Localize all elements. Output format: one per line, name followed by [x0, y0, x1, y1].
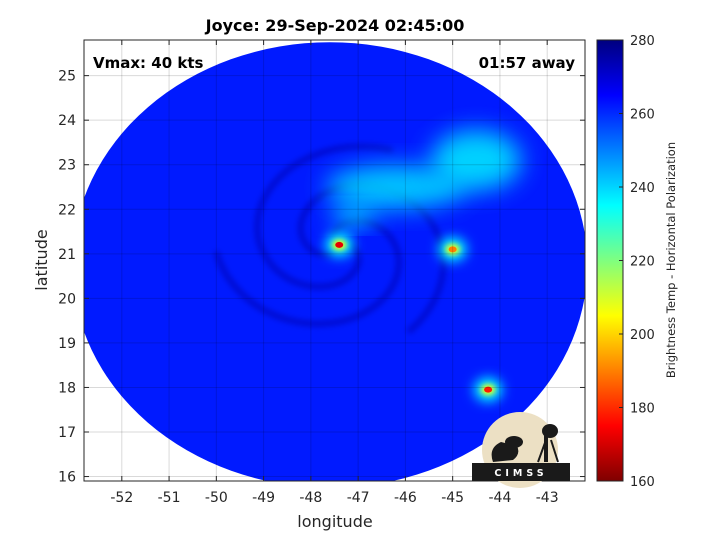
- y-tick-label: 21: [58, 247, 76, 263]
- colorbar-tick-label: 240: [630, 181, 655, 196]
- y-tick-label: 20: [58, 291, 76, 307]
- x-tick-label: -47: [347, 490, 370, 506]
- logo-dish2-icon: [505, 436, 523, 448]
- logo-banner: [472, 463, 570, 481]
- y-axis-label: latitude: [32, 229, 51, 290]
- x-tick-label: -43: [536, 490, 559, 506]
- y-tick-label: 16: [58, 470, 76, 486]
- y-tick-label: 24: [58, 113, 76, 129]
- x-tick-label: -49: [252, 490, 275, 506]
- time-away-annotation: 01:57 away: [479, 54, 576, 72]
- axis-ticks: -52 -51 -50 -49 -48 -47 -46 -45 -44 -43 16 17 18 19 20…: [58, 40, 585, 506]
- colorbar-tick-label: 220: [630, 255, 655, 270]
- x-tick-label: -48: [299, 490, 322, 506]
- logo-tower-icon: [544, 432, 548, 462]
- hot-spot-core: [448, 246, 457, 253]
- x-tick-label: -50: [205, 490, 228, 506]
- y-tick-label: 18: [58, 380, 76, 396]
- colorbar-label: Brightness Temp - Horizontal Polarizatio…: [664, 142, 678, 378]
- chart-title: Joyce: 29-Sep-2024 02:45:00: [205, 16, 465, 35]
- axes-box: [83, 39, 586, 482]
- y-tick-label: 17: [58, 425, 76, 441]
- y-tick-label: 25: [58, 69, 76, 85]
- colorbar-tick-label: 260: [630, 108, 655, 123]
- rainband-feature: [325, 165, 466, 209]
- x-tick-label: -52: [110, 490, 133, 506]
- rainband-feature: [431, 130, 522, 191]
- x-axis-label: longitude: [297, 512, 372, 531]
- cimss-logo: CIMSS: [472, 412, 570, 488]
- hot-spot-core: [484, 386, 493, 393]
- y-tick-label: 23: [58, 158, 76, 174]
- rainband-feature: [331, 205, 376, 226]
- colorbar-tick-label: 160: [630, 475, 655, 490]
- colorbar-tick-label: 180: [630, 402, 655, 417]
- colorbar-ticks: 160 180 200 220 240 260 280: [619, 34, 655, 490]
- y-tick-label: 22: [58, 202, 76, 218]
- x-tick-label: -51: [158, 490, 181, 506]
- convective-features: [325, 130, 522, 402]
- colorbar-tick-label: 200: [630, 328, 655, 343]
- colorbar: [596, 39, 624, 482]
- x-tick-label: -44: [488, 490, 511, 506]
- y-tick-label: 19: [58, 336, 76, 352]
- vmax-annotation: Vmax: 40 kts: [93, 54, 203, 72]
- colorbar-tick-label: 280: [630, 34, 655, 49]
- grid-lines: [84, 40, 585, 481]
- x-tick-label: -45: [441, 490, 464, 506]
- hot-spot-core: [335, 241, 344, 248]
- logo-tank-icon: [542, 424, 558, 438]
- swath-image: [84, 42, 585, 481]
- logo-text: CIMSS: [494, 468, 547, 479]
- x-tick-label: -46: [394, 490, 417, 506]
